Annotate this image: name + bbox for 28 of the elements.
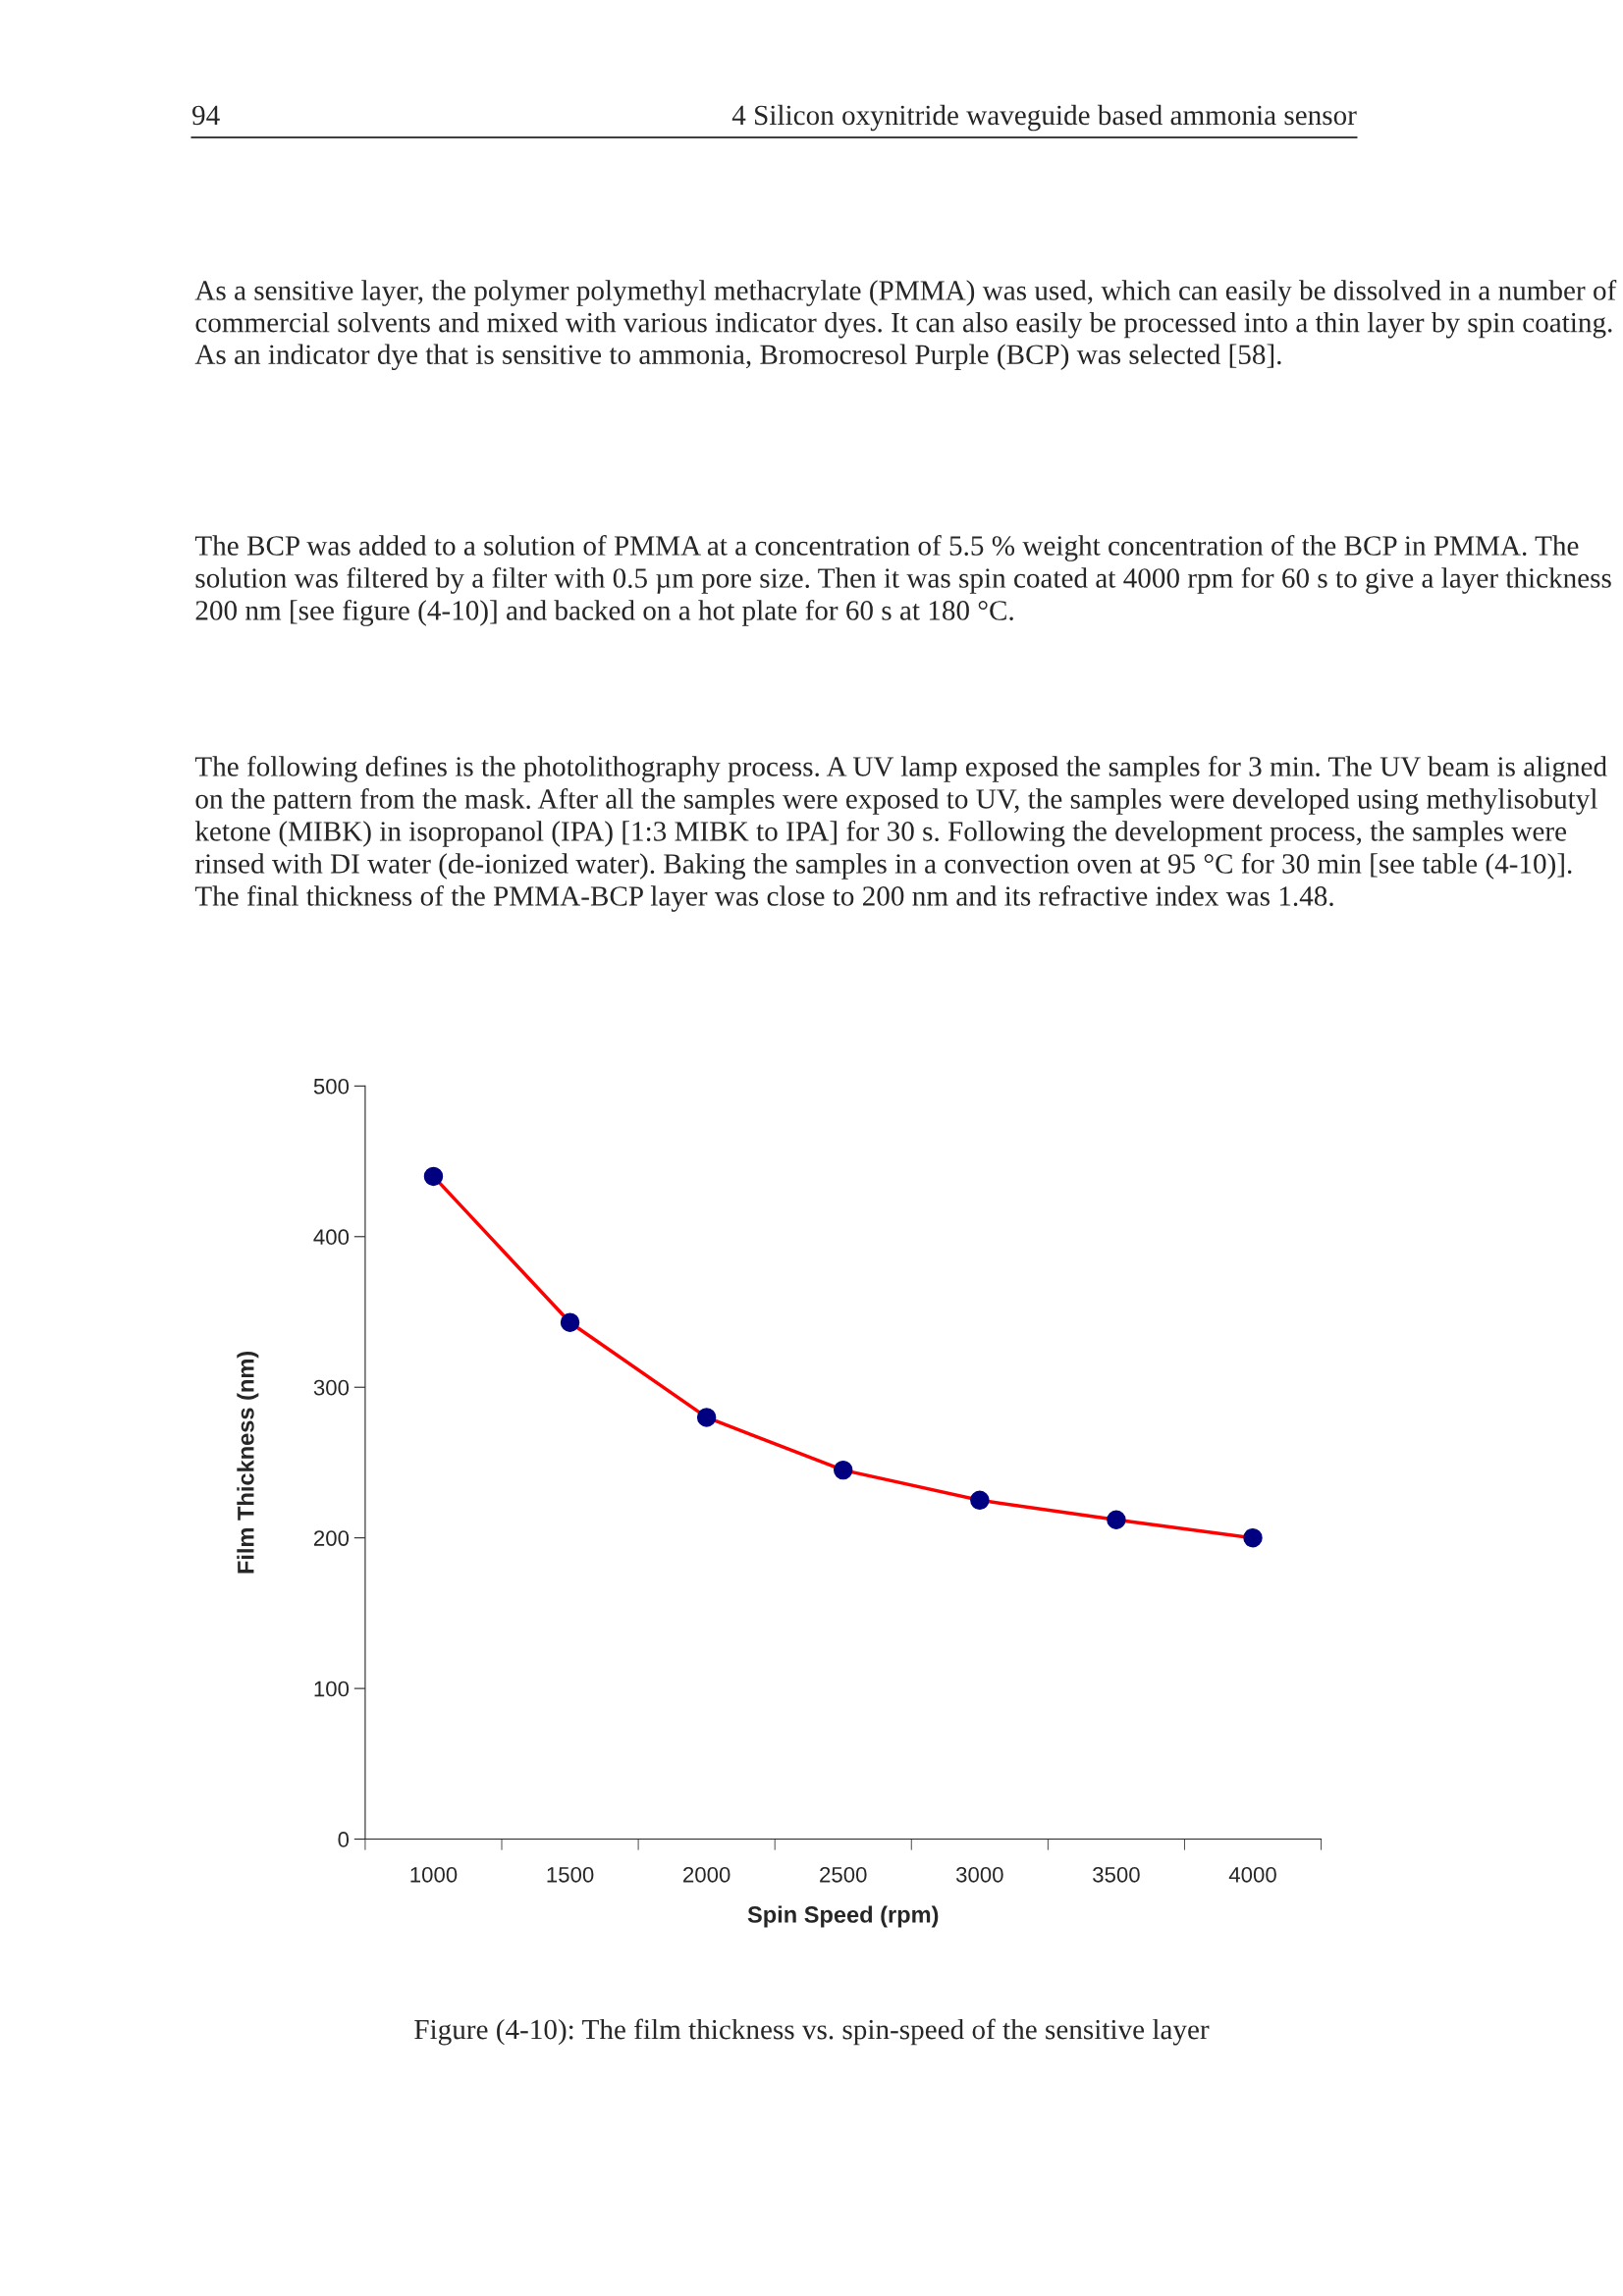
text: Figure (4-10): The film thickness vs. spin-speed of the sensitive layer [414,2018,1210,2046]
x-tick-label: 3000 [955,1866,1003,1883]
text: The BCP was added to a solution of PMMA at a concentration of 5.5 % weight concentration of the BCP in PMMA. The solution was filtered by a filter with 0.5 µm pore size. Then it was spin coated at 4000 rpm for 60 s to give a layer thickness 200 nm [see figure (4-10)] and backed on a hot plate for 60 s at 180 °C. [194,535,1611,626]
point [834,1460,853,1480]
point [1243,1527,1263,1548]
x-tick-label: 2000 [683,1866,730,1883]
x-tick-label: 1000 [410,1866,458,1883]
y-tick-label: 500 [313,1078,350,1095]
point [696,1408,717,1427]
y-tick-label: 100 [314,1681,350,1697]
text: The following defines is the photolithography process. A UV lamp exposed the samples for 3 min. The UV beam is aligned on the pattern from the mask. After all the samples were exposed to UV, the samples were developed using methylisobutyl ketone (MIBK) in isopropanol (IPA) [1:3 MIBK to IPA] for 30 s. Following the development process, the samples were rinsed with DI water (de-ionized water). Baking the samples in a convection oven at 95 °C for 30 min [see table (4-10)]. The final thickness of the PMMA-BCP layer was close to 200 nm and its refractive index was 1.48. [194,756,1607,912]
x-tick-label: 3500 [1093,1866,1140,1883]
point [970,1490,990,1511]
x-tick-label: 2500 [820,1866,867,1883]
point [423,1166,444,1187]
y-tick-label: 0 [338,1832,350,1847]
x-axis-title: Spin Speed (rpm) [747,1905,939,1928]
point [560,1312,580,1332]
text: 4 Silicon oxynitride waveguide based ammonia sensor [731,104,1357,132]
text: 94 [191,105,220,126]
x-tick-label: 4000 [1228,1866,1276,1883]
x-tick-label: 1500 [547,1866,594,1883]
y-axis-title: Film Thickness (nm) [237,1351,259,1574]
y-tick-label: 400 [313,1229,350,1246]
point [1107,1510,1126,1529]
y-tick-label: 200 [314,1530,350,1546]
text: As a sensitive layer, the polymer polymethyl methacrylate (PMMA) was used, which can easily be dissolved in a number of commercial solvents and mixed with various indicator dyes. It can also easily be processed into a thin layer by spin coating. As an indicator dye that is sensitive to ammonia, Bromocresol Purple (BCP) was selected [58]. [194,280,1617,371]
y-tick-label: 300 [313,1379,350,1396]
